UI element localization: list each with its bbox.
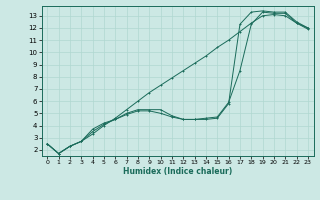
X-axis label: Humidex (Indice chaleur): Humidex (Indice chaleur) — [123, 167, 232, 176]
